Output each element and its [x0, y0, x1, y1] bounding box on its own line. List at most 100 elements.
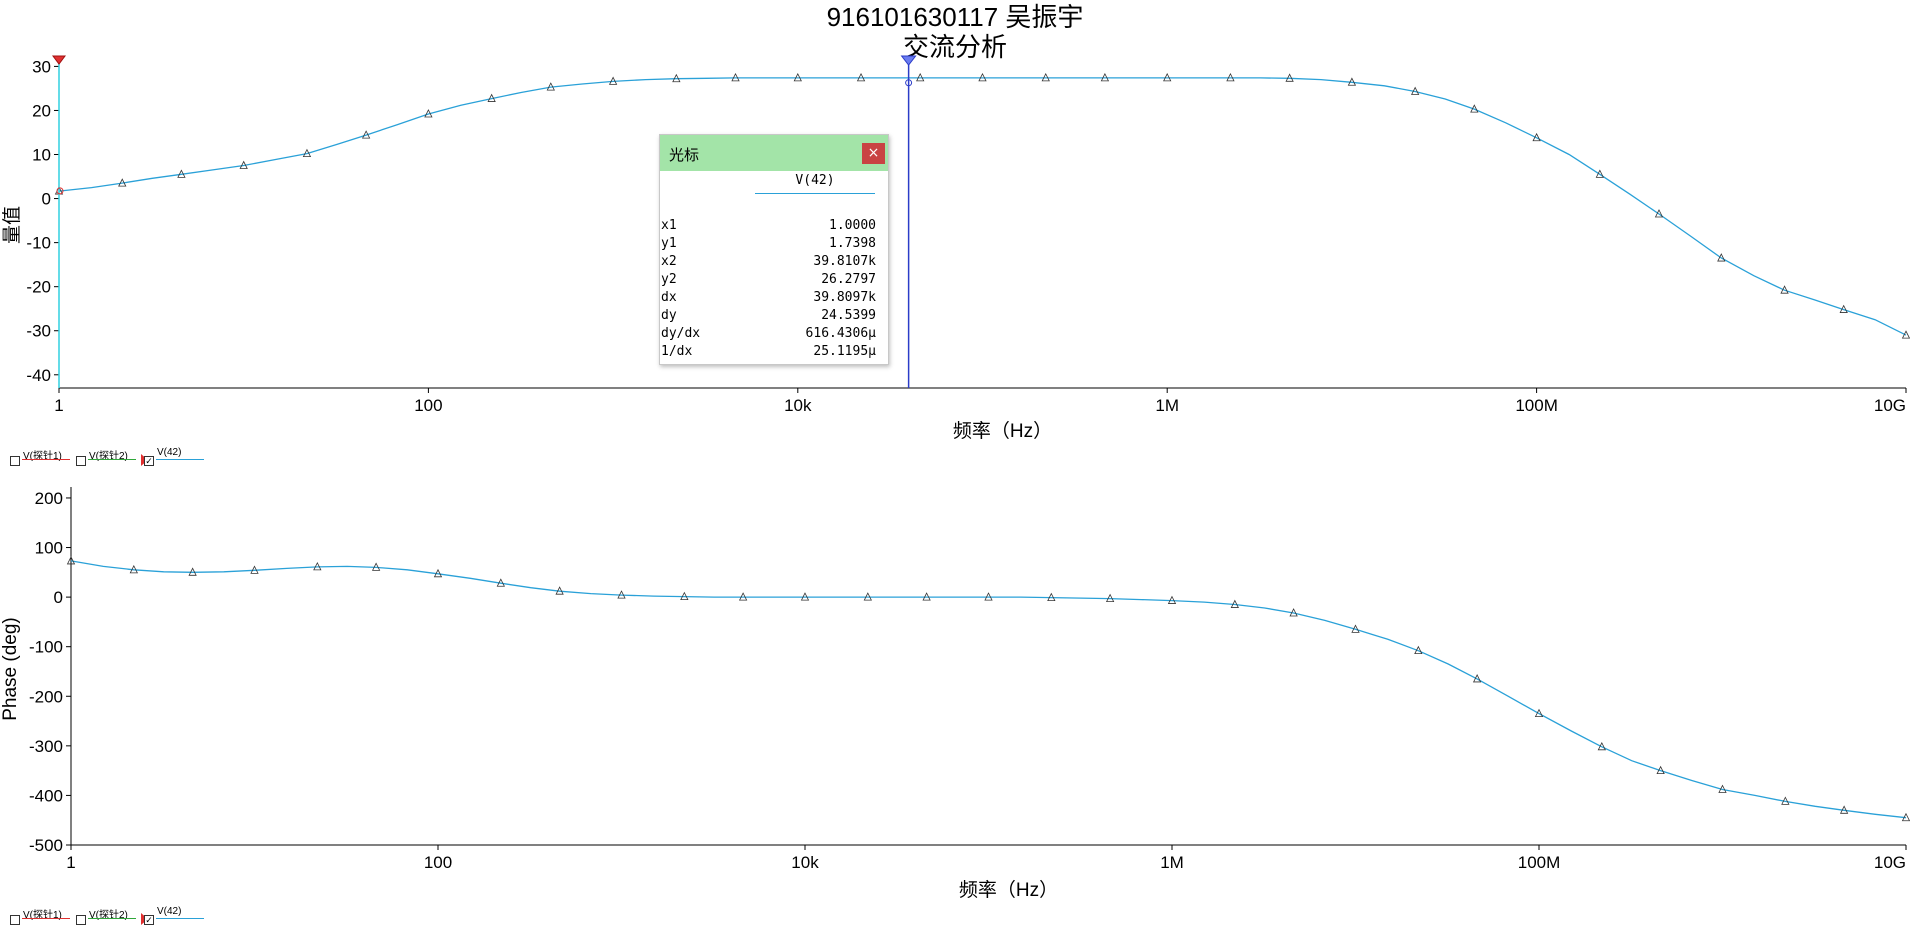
cursor-row-value: 1.0000 — [829, 218, 876, 233]
phase-data-point-marker — [1414, 645, 1423, 655]
cursor-panel-header[interactable]: 光标 × — [660, 135, 888, 171]
magnitude-data-point-marker — [1285, 73, 1294, 82]
magnitude-data-point-marker — [424, 109, 433, 118]
magnitude-data-point-marker — [177, 169, 186, 178]
magnitude-data-point-marker — [1226, 72, 1235, 82]
cursor-panel[interactable]: 光标 × V(42) x1 1.0000 y1 1.7398 x2 39.8107k … — [659, 134, 889, 365]
phase-x-tick-label: 1M — [1160, 853, 1184, 872]
legend-checkbox[interactable] — [10, 915, 20, 925]
cursor-panel-title: 光标 — [669, 146, 700, 164]
magnitude-data-point-marker — [793, 72, 802, 82]
phase-data-point-marker — [555, 586, 564, 595]
magnitude-y-tick-label: 30 — [32, 57, 51, 76]
legend-swatch — [88, 459, 136, 460]
magnitude-data-point-marker — [978, 72, 987, 82]
legend-checkbox[interactable] — [10, 456, 20, 466]
phase-data-point-marker — [800, 592, 810, 601]
phase-data-point-marker — [1167, 595, 1177, 604]
legend-checkbox[interactable] — [76, 915, 86, 925]
magnitude-data-point-marker — [731, 72, 740, 82]
magnitude-x-tick-label: 1 — [54, 396, 63, 415]
magnitude-data-point-marker — [546, 82, 555, 91]
magnitude-data-point-marker — [1654, 209, 1664, 218]
magnitude-data-point-marker — [1717, 253, 1726, 262]
phase-data-point-marker — [1718, 784, 1727, 793]
cursor-row-inv-dx: 1/dx 25.1195µ — [660, 344, 888, 362]
legend-checkbox[interactable] — [76, 456, 86, 466]
magnitude-data-point-marker — [856, 72, 866, 82]
cursor-row-dydx: dy/dx 616.4306µ — [660, 326, 888, 344]
phase-data-point-marker — [680, 591, 689, 601]
legend-swatch — [156, 918, 204, 919]
cursor-row-dx: dx 39.8097k — [660, 290, 888, 308]
magnitude-data-point-marker — [302, 148, 312, 158]
phase-data-point-marker — [863, 592, 872, 601]
magnitude-data-point-marker — [1410, 86, 1420, 95]
phase-x-tick-label: 100M — [1518, 853, 1561, 872]
phase-data-point-marker — [1105, 593, 1115, 602]
phase-y-tick-label: -200 — [29, 687, 63, 706]
magnitude-series-line — [58, 77, 1907, 336]
phase-x-tick-label: 10k — [791, 853, 819, 872]
legend-label: V(探针2) — [89, 910, 128, 921]
magnitude-data-point-marker — [1347, 77, 1357, 86]
magnitude-x-tick-label: 10G — [1874, 396, 1906, 415]
magnitude-data-point-marker — [1100, 72, 1110, 82]
cursor-row-value: 25.1195µ — [813, 344, 876, 359]
phase-data-point-marker — [1289, 608, 1298, 617]
phase-data-point-marker — [984, 592, 993, 601]
magnitude-data-point-marker — [239, 160, 248, 169]
cursor-row-value: 39.8107k — [813, 254, 876, 269]
magnitude-y-tick-label: 10 — [32, 146, 51, 165]
magnitude-data-point-marker — [1595, 169, 1604, 178]
magnitude-data-point-marker — [608, 76, 618, 85]
cursor2-handle — [900, 55, 917, 66]
phase-data-point-marker — [188, 567, 197, 576]
legend-label: V(探针2) — [89, 451, 128, 462]
phase-data-point-marker — [1656, 765, 1665, 775]
magnitude-data-point-marker — [1901, 330, 1910, 339]
phase-series-line — [70, 560, 1907, 819]
phase-y-tick-label: -300 — [29, 737, 63, 756]
magnitude-y-tick-label: 0 — [42, 190, 51, 209]
phase-data-point-marker — [371, 562, 381, 571]
magnitude-y-tick-label: -40 — [26, 366, 51, 385]
magnitude-data-point-marker — [672, 73, 681, 83]
phase-x-axis-label: 频率（Hz） — [959, 879, 1058, 901]
legend-label: V(42) — [157, 447, 182, 458]
magnitude-x-tick-label: 1M — [1155, 396, 1179, 415]
cursor-row-key: dy/dx — [661, 326, 701, 341]
cursor1-point — [56, 187, 64, 195]
phase-data-point-marker — [129, 564, 138, 574]
magnitude-x-tick-label: 100 — [414, 396, 442, 415]
legend-swatch — [22, 918, 70, 919]
phase-data-point-marker — [313, 561, 322, 571]
phase-data-point-marker — [1047, 592, 1056, 602]
cursor-row-x1: x1 1.0000 — [660, 218, 888, 236]
phase-y-tick-label: -500 — [29, 836, 63, 855]
cursor1-handle — [52, 55, 66, 65]
legend-checkbox[interactable]: ✓ — [144, 456, 154, 466]
phase-data-point-marker — [617, 590, 626, 599]
close-icon[interactable]: × — [862, 143, 885, 164]
magnitude-data-point-marker — [1470, 104, 1479, 113]
phase-y-tick-label: 100 — [35, 539, 63, 558]
phase-y-axis-label: Phase (deg) — [0, 617, 21, 721]
legend-checkbox[interactable]: ✓ — [144, 915, 154, 925]
cursor-row-x2: x2 39.8107k — [660, 254, 888, 272]
cursor-row-key: x1 — [661, 218, 677, 233]
legend-swatch — [22, 459, 70, 460]
cursor-row-value: 39.8097k — [813, 290, 876, 305]
phase-data-point-marker — [1472, 674, 1482, 683]
legend-swatch — [156, 459, 204, 460]
phase-data-point-marker — [66, 556, 76, 565]
cursor-row-y2: y2 26.2797 — [660, 272, 888, 290]
phase-y-tick-label: -400 — [29, 786, 63, 805]
magnitude-y-tick-label: -30 — [26, 322, 51, 341]
legend-label: V(探针1) — [23, 910, 62, 921]
magnitude-x-tick-label: 100M — [1515, 396, 1558, 415]
phase-y-tick-label: 0 — [54, 588, 63, 607]
cursor-row-key: 1/dx — [661, 344, 693, 359]
cursor-row-y1: y1 1.7398 — [660, 236, 888, 254]
